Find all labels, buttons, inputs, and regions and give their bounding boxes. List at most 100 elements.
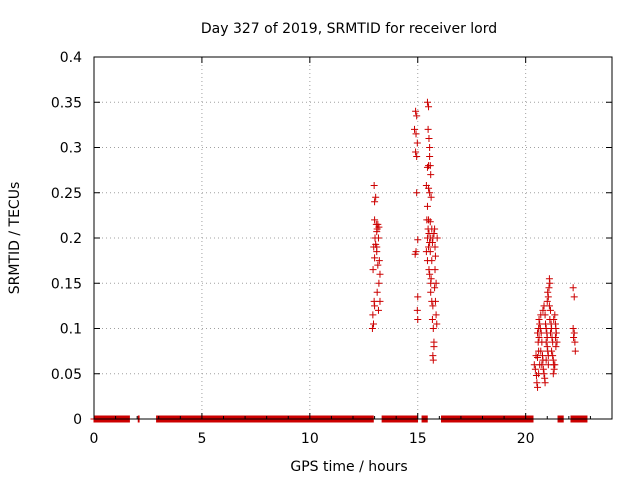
data-point — [535, 334, 543, 342]
data-point — [413, 153, 421, 161]
data-point — [372, 193, 380, 201]
data-point — [534, 383, 542, 391]
data-point — [371, 254, 379, 262]
data-point — [430, 229, 438, 237]
data-point — [427, 193, 435, 201]
data-point — [369, 311, 377, 319]
data-point — [371, 198, 379, 206]
data-point — [433, 234, 441, 242]
data-point — [374, 306, 382, 314]
y-tick-label: 0.3 — [60, 141, 82, 157]
data-point — [375, 223, 383, 231]
data-point — [425, 184, 433, 192]
x-tick-label: 20 — [517, 431, 535, 447]
data-point — [431, 284, 439, 292]
data-point — [375, 279, 383, 287]
data-point — [431, 266, 439, 274]
data-point — [370, 320, 378, 328]
data-point — [425, 243, 433, 251]
data-point — [414, 236, 422, 244]
data-point — [431, 225, 439, 233]
data-point — [545, 284, 553, 292]
data-point — [570, 293, 578, 301]
data-point — [571, 347, 579, 355]
y-tick-label: 0.15 — [51, 276, 82, 292]
data-point — [534, 353, 542, 361]
data-point — [550, 365, 558, 373]
data-point — [544, 293, 552, 301]
data-points — [90, 98, 591, 423]
data-point — [413, 306, 421, 314]
data-point — [551, 334, 559, 342]
data-point — [425, 266, 433, 274]
data-point — [429, 325, 437, 332]
data-point — [412, 148, 420, 156]
data-point — [374, 261, 382, 269]
data-point — [571, 338, 579, 346]
data-point — [426, 162, 434, 170]
y-tick-label: 0.1 — [60, 322, 82, 338]
data-point — [427, 171, 435, 179]
x-tick-labels: 0 5 10 15 20 — [90, 431, 535, 447]
data-point — [432, 279, 440, 287]
data-point — [570, 329, 578, 337]
data-point — [551, 311, 559, 319]
data-point — [373, 225, 381, 233]
data-point — [569, 284, 577, 292]
data-point — [543, 297, 551, 305]
data-point — [552, 329, 560, 337]
y-tick-label: 0.05 — [51, 367, 82, 383]
data-point — [423, 98, 431, 106]
data-point — [376, 270, 384, 278]
data-point — [414, 315, 422, 323]
data-point — [433, 320, 441, 328]
y-tick-label: 0.4 — [60, 50, 82, 66]
data-point — [425, 134, 433, 142]
data-point — [548, 347, 556, 355]
data-point — [429, 302, 437, 310]
data-point — [376, 297, 384, 305]
data-point — [550, 315, 558, 323]
y-tick-label: 0.25 — [51, 186, 82, 202]
data-point — [423, 202, 431, 210]
data-point — [544, 288, 552, 296]
data-point — [430, 343, 438, 351]
data-point — [552, 343, 560, 351]
chart-title: Day 327 of 2019, SRMTID for receiver lor… — [201, 21, 497, 37]
y-tick-labels: 0 0.05 0.1 0.15 0.2 0.25 0.3 0.35 0.4 — [51, 50, 82, 428]
data-point — [413, 189, 421, 197]
data-point — [431, 297, 439, 305]
data-point — [541, 311, 549, 319]
data-point — [542, 356, 550, 364]
y-tick-label: 0 — [73, 412, 82, 428]
data-point — [369, 266, 377, 274]
data-point — [551, 361, 559, 369]
data-point — [536, 361, 544, 369]
data-point — [427, 288, 435, 296]
data-point — [411, 125, 419, 133]
data-point — [426, 270, 434, 278]
data-point — [411, 250, 419, 258]
x-tick-label: 0 — [90, 431, 99, 447]
data-point — [431, 252, 439, 260]
data-point — [423, 216, 431, 224]
data-point — [373, 288, 381, 296]
data-point — [535, 315, 543, 323]
x-tick-label: 15 — [409, 431, 427, 447]
data-point — [432, 311, 440, 319]
data-point — [426, 218, 434, 226]
data-point — [426, 189, 434, 197]
data-point — [374, 234, 382, 242]
data-point — [425, 103, 433, 111]
data-point — [370, 182, 378, 190]
data-point — [371, 216, 379, 224]
data-point — [431, 243, 439, 251]
data-point — [569, 325, 577, 332]
data-point — [549, 352, 557, 360]
data-point — [429, 356, 437, 364]
data-point — [373, 248, 381, 256]
y-axis-label: SRMTID / TECUs — [7, 182, 23, 295]
data-point — [368, 325, 376, 332]
data-point — [535, 370, 543, 378]
